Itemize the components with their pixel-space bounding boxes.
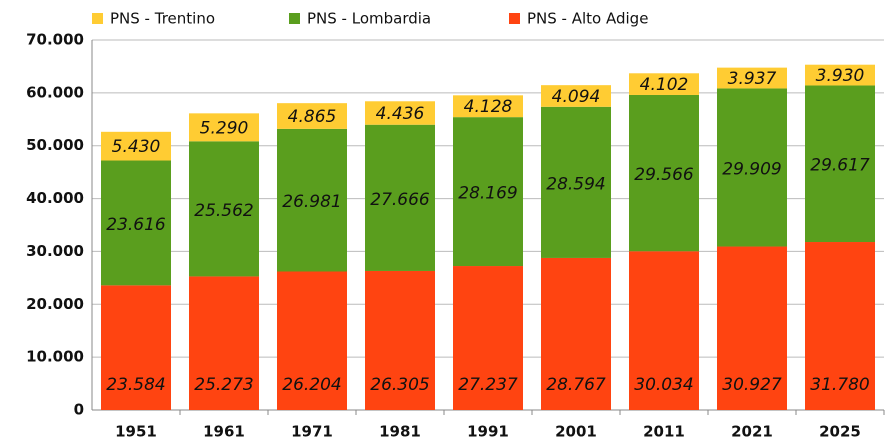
bar-segment — [277, 128, 347, 272]
data-label: 4.865 — [288, 107, 337, 127]
y-tick-label: 10.000 — [26, 348, 84, 366]
bar-segment — [805, 242, 875, 410]
legend-swatch — [92, 13, 103, 24]
data-label: 30.034 — [634, 375, 693, 395]
data-label: 29.566 — [634, 165, 694, 185]
data-label: 3.930 — [816, 66, 865, 86]
legend-label: PNS - Trentino — [110, 10, 215, 28]
x-tick-label: 2001 — [555, 423, 597, 441]
bar-segment — [101, 160, 171, 286]
data-label: 27.237 — [458, 375, 518, 395]
bar-segment — [629, 251, 699, 410]
legend-swatch — [289, 13, 300, 24]
bar-segment — [453, 95, 523, 118]
bar-segment — [189, 141, 259, 277]
x-tick-label: 1981 — [379, 423, 421, 441]
bar-segment — [805, 85, 875, 243]
y-tick-label: 0 — [74, 401, 84, 419]
bar-segment — [717, 67, 787, 89]
y-tick-label: 70.000 — [26, 31, 84, 49]
bar-segment — [101, 131, 171, 161]
bar-segment — [189, 113, 259, 142]
data-label: 29.909 — [722, 159, 781, 179]
bar-segment — [365, 101, 435, 125]
legend-label: PNS - Lombardia — [307, 10, 431, 28]
data-label: 23.584 — [106, 375, 165, 395]
data-label: 3.937 — [728, 69, 777, 89]
bar-segment — [365, 270, 435, 410]
bar-segment — [717, 88, 787, 247]
data-label: 26.305 — [370, 375, 429, 395]
x-tick-label: 2021 — [731, 423, 773, 441]
x-tick-label: 1961 — [203, 423, 245, 441]
bar-segment — [629, 94, 699, 252]
bar-segment — [365, 124, 435, 271]
data-label: 31.780 — [810, 375, 869, 395]
data-label: 5.290 — [200, 118, 249, 138]
data-label: 25.562 — [194, 201, 253, 221]
data-label: 4.128 — [464, 97, 513, 117]
bar-segment — [541, 106, 611, 258]
x-tick-label: 2025 — [819, 423, 861, 441]
data-label: 5.430 — [112, 137, 161, 157]
y-tick-label: 60.000 — [26, 83, 84, 101]
bar-segment — [541, 85, 611, 107]
bar-segment — [277, 271, 347, 410]
bar-segment — [453, 117, 523, 267]
x-tick-label: 1991 — [467, 423, 509, 441]
legend-swatch — [509, 13, 520, 24]
data-label: 26.981 — [282, 192, 341, 212]
data-label: 27.666 — [370, 190, 430, 210]
data-label: 30.927 — [722, 375, 782, 395]
bar-segment — [101, 285, 171, 410]
data-label: 26.204 — [282, 375, 341, 395]
x-tick-label: 1951 — [115, 423, 157, 441]
data-label: 28.767 — [546, 375, 606, 395]
bar-segment — [189, 276, 259, 410]
data-label: 4.094 — [552, 87, 601, 107]
data-label: 29.617 — [810, 156, 870, 176]
y-tick-label: 50.000 — [26, 136, 84, 154]
bar-segment — [629, 73, 699, 95]
y-tick-label: 40.000 — [26, 189, 84, 207]
bar-segment — [541, 257, 611, 410]
y-tick-label: 30.000 — [26, 242, 84, 260]
data-label: 23.616 — [106, 215, 166, 235]
data-label: 28.594 — [546, 174, 605, 194]
x-tick-label: 2011 — [643, 423, 685, 441]
data-label: 4.436 — [376, 104, 425, 124]
bar-segment — [717, 246, 787, 410]
data-label: 4.102 — [640, 75, 689, 95]
y-tick-label: 20.000 — [26, 295, 84, 313]
legend-label: PNS - Alto Adige — [527, 10, 648, 28]
data-label: 25.273 — [194, 375, 253, 395]
data-label: 28.169 — [458, 184, 517, 204]
x-tick-label: 1971 — [291, 423, 333, 441]
bar-segment — [277, 103, 347, 129]
bar-segment — [805, 64, 875, 86]
bar-segment — [453, 266, 523, 410]
